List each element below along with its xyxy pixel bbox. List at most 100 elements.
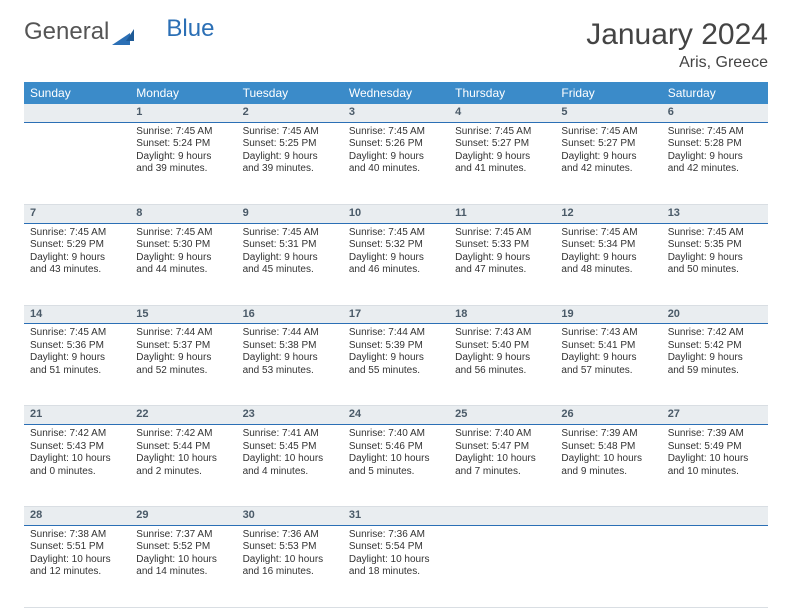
day-cell: Sunrise: 7:45 AMSunset: 5:32 PMDaylight:… [343, 223, 449, 305]
day-cell: Sunrise: 7:45 AMSunset: 5:27 PMDaylight:… [449, 122, 555, 204]
day-cell-line: Daylight: 10 hours [349, 453, 443, 466]
content-row: Sunrise: 7:45 AMSunset: 5:29 PMDaylight:… [24, 223, 768, 305]
day-cell-line: Daylight: 9 hours [136, 151, 230, 164]
day-cell-line: and 44 minutes. [136, 264, 230, 277]
day-number [555, 507, 661, 526]
day-cell: Sunrise: 7:45 AMSunset: 5:34 PMDaylight:… [555, 223, 661, 305]
day-cell-line: Sunset: 5:52 PM [136, 541, 230, 554]
day-cell: Sunrise: 7:44 AMSunset: 5:37 PMDaylight:… [130, 324, 236, 406]
day-cell-line: Sunrise: 7:43 AM [561, 327, 655, 340]
day-number: 12 [555, 204, 661, 223]
day-number: 19 [555, 305, 661, 324]
day-cell-line: and 16 minutes. [243, 566, 337, 579]
header: General Blue January 2024 Aris, Greece [24, 18, 768, 72]
day-number: 25 [449, 406, 555, 425]
day-cell-line: Sunrise: 7:39 AM [561, 428, 655, 441]
day-cell: Sunrise: 7:45 AMSunset: 5:27 PMDaylight:… [555, 122, 661, 204]
day-cell: Sunrise: 7:39 AMSunset: 5:48 PMDaylight:… [555, 425, 661, 507]
day-cell: Sunrise: 7:40 AMSunset: 5:47 PMDaylight:… [449, 425, 555, 507]
day-number: 3 [343, 104, 449, 122]
day-cell-line: Sunrise: 7:43 AM [455, 327, 549, 340]
day-cell-line: Daylight: 9 hours [668, 352, 762, 365]
day-number: 27 [662, 406, 768, 425]
day-cell-line: Daylight: 9 hours [349, 352, 443, 365]
day-cell-line: Daylight: 9 hours [243, 151, 337, 164]
day-cell-line: Sunrise: 7:44 AM [243, 327, 337, 340]
day-cell-line: Sunset: 5:45 PM [243, 441, 337, 454]
day-cell: Sunrise: 7:45 AMSunset: 5:29 PMDaylight:… [24, 223, 130, 305]
calendar-table: Sunday Monday Tuesday Wednesday Thursday… [24, 82, 768, 608]
logo-text-general: General [24, 18, 109, 46]
day-cell-line: Daylight: 9 hours [561, 352, 655, 365]
day-cell-line: Daylight: 9 hours [30, 352, 124, 365]
day-cell-line: Sunrise: 7:45 AM [243, 227, 337, 240]
day-cell-line: Sunrise: 7:40 AM [349, 428, 443, 441]
day-cell: Sunrise: 7:43 AMSunset: 5:41 PMDaylight:… [555, 324, 661, 406]
day-number: 10 [343, 204, 449, 223]
day-cell: Sunrise: 7:45 AMSunset: 5:25 PMDaylight:… [237, 122, 343, 204]
day-cell-line: and 2 minutes. [136, 466, 230, 479]
day-number: 8 [130, 204, 236, 223]
day-cell-line: Sunset: 5:26 PM [349, 138, 443, 151]
day-cell-line: Daylight: 10 hours [668, 453, 762, 466]
day-cell-line: and 39 minutes. [136, 163, 230, 176]
day-cell: Sunrise: 7:36 AMSunset: 5:54 PMDaylight:… [343, 525, 449, 607]
day-cell-line: Sunset: 5:53 PM [243, 541, 337, 554]
day-cell-line: and 52 minutes. [136, 365, 230, 378]
day-cell-line: and 56 minutes. [455, 365, 549, 378]
day-cell-line: and 7 minutes. [455, 466, 549, 479]
day-cell-line: Sunset: 5:31 PM [243, 239, 337, 252]
day-cell: Sunrise: 7:43 AMSunset: 5:40 PMDaylight:… [449, 324, 555, 406]
day-cell: Sunrise: 7:40 AMSunset: 5:46 PMDaylight:… [343, 425, 449, 507]
day-cell-line: Sunrise: 7:45 AM [561, 126, 655, 139]
day-number [662, 507, 768, 526]
day-cell-line: and 42 minutes. [561, 163, 655, 176]
day-cell-line: Sunrise: 7:42 AM [30, 428, 124, 441]
day-cell-line: and 43 minutes. [30, 264, 124, 277]
day-cell-line: and 40 minutes. [349, 163, 443, 176]
day-number: 1 [130, 104, 236, 122]
day-cell-line: Sunrise: 7:45 AM [455, 126, 549, 139]
day-cell-line: Sunrise: 7:38 AM [30, 529, 124, 542]
day-cell: Sunrise: 7:45 AMSunset: 5:24 PMDaylight:… [130, 122, 236, 204]
day-cell: Sunrise: 7:45 AMSunset: 5:36 PMDaylight:… [24, 324, 130, 406]
daynum-row: 21222324252627 [24, 406, 768, 425]
day-cell-line: Daylight: 9 hours [668, 252, 762, 265]
day-cell-line: Daylight: 9 hours [136, 252, 230, 265]
day-number: 2 [237, 104, 343, 122]
day-cell-line: Sunrise: 7:37 AM [136, 529, 230, 542]
day-cell-line: and 14 minutes. [136, 566, 230, 579]
day-cell-line: Sunset: 5:46 PM [349, 441, 443, 454]
day-cell: Sunrise: 7:44 AMSunset: 5:39 PMDaylight:… [343, 324, 449, 406]
day-cell-line: Daylight: 10 hours [136, 554, 230, 567]
day-cell-line: Sunrise: 7:44 AM [349, 327, 443, 340]
day-cell-line: Sunset: 5:34 PM [561, 239, 655, 252]
day-cell: Sunrise: 7:45 AMSunset: 5:28 PMDaylight:… [662, 122, 768, 204]
day-cell-line: Sunrise: 7:42 AM [668, 327, 762, 340]
day-number: 24 [343, 406, 449, 425]
day-number: 31 [343, 507, 449, 526]
day-cell-line: Sunrise: 7:45 AM [243, 126, 337, 139]
day-cell-line: and 57 minutes. [561, 365, 655, 378]
day-cell-line: Daylight: 10 hours [561, 453, 655, 466]
day-cell-line: Sunrise: 7:36 AM [243, 529, 337, 542]
day-number: 15 [130, 305, 236, 324]
day-cell-line: and 5 minutes. [349, 466, 443, 479]
day-cell-line: Daylight: 10 hours [455, 453, 549, 466]
day-cell-line: Sunrise: 7:42 AM [136, 428, 230, 441]
day-cell-line: Daylight: 9 hours [30, 252, 124, 265]
title-block: January 2024 Aris, Greece [586, 18, 768, 72]
day-cell-line: and 39 minutes. [243, 163, 337, 176]
day-cell-line: Sunrise: 7:45 AM [561, 227, 655, 240]
day-cell-line: Daylight: 9 hours [455, 252, 549, 265]
day-cell-line: and 45 minutes. [243, 264, 337, 277]
day-cell-line: Sunrise: 7:45 AM [136, 126, 230, 139]
day-cell-line: and 46 minutes. [349, 264, 443, 277]
content-row: Sunrise: 7:42 AMSunset: 5:43 PMDaylight:… [24, 425, 768, 507]
day-cell-line: Daylight: 10 hours [30, 453, 124, 466]
day-cell-line: Sunset: 5:51 PM [30, 541, 124, 554]
day-cell-line: Sunset: 5:37 PM [136, 340, 230, 353]
day-cell-line: and 4 minutes. [243, 466, 337, 479]
weekday-header: Wednesday [343, 82, 449, 104]
day-cell: Sunrise: 7:45 AMSunset: 5:33 PMDaylight:… [449, 223, 555, 305]
